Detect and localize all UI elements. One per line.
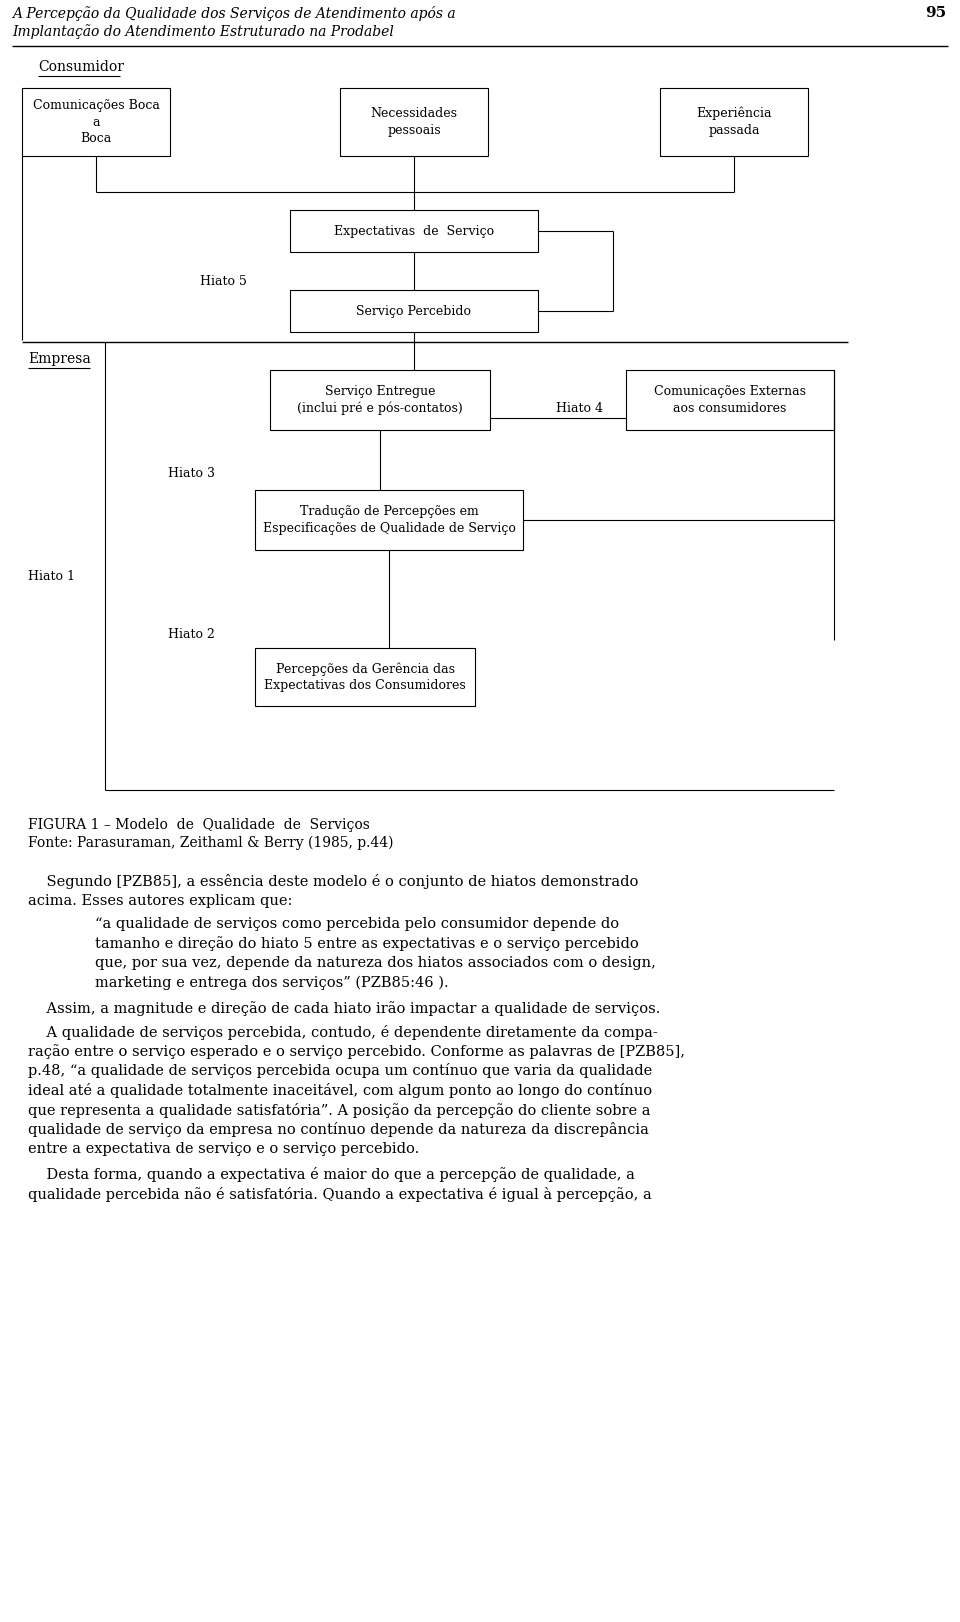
Bar <box>626 370 834 430</box>
Text: Hiato 2: Hiato 2 <box>168 628 215 641</box>
Text: “a qualidade de serviços como percebida pelo consumidor depende do: “a qualidade de serviços como percebida … <box>95 916 619 931</box>
Text: Hiato 5: Hiato 5 <box>200 276 247 289</box>
Text: A Percepção da Qualidade dos Serviços de Atendimento após a: A Percepção da Qualidade dos Serviços de… <box>12 6 456 21</box>
Text: que representa a qualidade satisfatória”. A posição da percepção do cliente sobr: que representa a qualidade satisfatória”… <box>28 1103 651 1118</box>
Text: FIGURA 1 – Modelo  de  Qualidade  de  Serviços: FIGURA 1 – Modelo de Qualidade de Serviç… <box>28 817 370 832</box>
Text: Serviço Entregue
(inclui pré e pós-contatos): Serviço Entregue (inclui pré e pós-conta… <box>298 384 463 415</box>
Text: Fonte: Parasuraman, Zeithaml & Berry (1985, p.44): Fonte: Parasuraman, Zeithaml & Berry (19… <box>28 835 394 850</box>
Text: ração entre o serviço esperado e o serviço percebido. Conforme as palavras de [P: ração entre o serviço esperado e o servi… <box>28 1045 685 1059</box>
Bar <box>660 88 808 156</box>
Text: Segundo [PZB85], a essência deste modelo é o conjunto de hiatos demonstrado: Segundo [PZB85], a essência deste modelo… <box>28 874 638 889</box>
Text: Consumidor: Consumidor <box>38 60 124 75</box>
Bar <box>255 490 523 550</box>
Text: Expectativas  de  Serviço: Expectativas de Serviço <box>334 224 494 237</box>
Text: p.48, “a qualidade de serviços percebida ocupa um contínuo que varia da qualidad: p.48, “a qualidade de serviços percebida… <box>28 1064 652 1079</box>
Text: Comunicações Boca
a
Boca: Comunicações Boca a Boca <box>33 99 159 144</box>
Text: que, por sua vez, depende da natureza dos hiatos associados com o design,: que, por sua vez, depende da natureza do… <box>95 955 656 970</box>
Text: tamanho e direção do hiato 5 entre as expectativas e o serviço percebido: tamanho e direção do hiato 5 entre as ex… <box>95 936 638 952</box>
Text: Hiato 3: Hiato 3 <box>168 467 215 480</box>
Text: Hiato 1: Hiato 1 <box>28 569 75 582</box>
Text: Comunicações Externas
aos consumidores: Comunicações Externas aos consumidores <box>654 386 806 415</box>
Bar <box>22 88 170 156</box>
Text: marketing e entrega dos serviços” (PZB85:46 ).: marketing e entrega dos serviços” (PZB85… <box>95 975 448 989</box>
Bar <box>290 290 538 333</box>
Text: Empresa: Empresa <box>28 352 91 367</box>
Text: 95: 95 <box>924 6 946 19</box>
Text: acima. Esses autores explicam que:: acima. Esses autores explicam que: <box>28 894 293 907</box>
Text: A qualidade de serviços percebida, contudo, é dependente diretamente da compa-: A qualidade de serviços percebida, contu… <box>28 1025 658 1040</box>
Text: Necessidades
pessoais: Necessidades pessoais <box>371 107 458 136</box>
Text: ideal até a qualidade totalmente inaceitável, com algum ponto ao longo do contín: ideal até a qualidade totalmente inaceit… <box>28 1083 652 1098</box>
Bar <box>270 370 490 430</box>
Text: Percepções da Gerência das
Expectativas dos Consumidores: Percepções da Gerência das Expectativas … <box>264 662 466 693</box>
Text: qualidade percebida não é satisfatória. Quando a expectativa é igual à percepção: qualidade percebida não é satisfatória. … <box>28 1187 652 1202</box>
Text: entre a expectativa de serviço e o serviço percebido.: entre a expectativa de serviço e o servi… <box>28 1142 420 1155</box>
Bar <box>290 209 538 251</box>
Text: Experiência
passada: Experiência passada <box>696 107 772 136</box>
Text: Serviço Percebido: Serviço Percebido <box>356 305 471 318</box>
Text: Implantação do Atendimento Estruturado na Prodabel: Implantação do Atendimento Estruturado n… <box>12 24 394 39</box>
Text: qualidade de serviço da empresa no contínuo depende da natureza da discrepância: qualidade de serviço da empresa no contí… <box>28 1122 649 1137</box>
Bar <box>340 88 488 156</box>
Text: Assim, a magnitude e direção de cada hiato irão impactar a qualidade de serviços: Assim, a magnitude e direção de cada hia… <box>28 1001 660 1015</box>
Text: Tradução de Percepções em
Especificações de Qualidade de Serviço: Tradução de Percepções em Especificações… <box>263 504 516 535</box>
Text: Hiato 4: Hiato 4 <box>556 402 603 415</box>
Bar <box>255 649 475 706</box>
Text: Desta forma, quando a expectativa é maior do que a percepção de qualidade, a: Desta forma, quando a expectativa é maio… <box>28 1166 635 1182</box>
